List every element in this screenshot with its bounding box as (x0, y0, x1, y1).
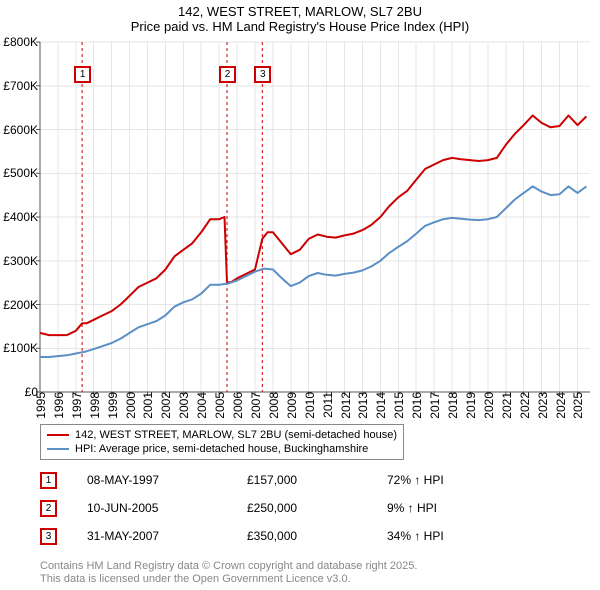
x-tick-label: 2021 (500, 392, 514, 419)
series-property (40, 116, 586, 336)
title-line-2: Price paid vs. HM Land Registry's House … (0, 19, 600, 34)
chart-title-block: 142, WEST STREET, MARLOW, SL7 2BU Price … (0, 4, 600, 34)
x-tick-label: 2010 (303, 392, 317, 419)
x-tick-label: 2017 (428, 392, 442, 419)
sales-row-date: 31-MAY-2007 (87, 529, 247, 543)
x-tick-label: 2009 (285, 392, 299, 419)
sale-marker-2: 2 (219, 66, 236, 83)
x-tick-label: 2004 (195, 392, 209, 419)
x-tick-label: 2014 (374, 392, 388, 419)
x-tick-label: 2018 (446, 392, 460, 419)
x-tick-label: 1999 (106, 392, 120, 419)
legend-swatch (47, 434, 69, 436)
sales-row-price: £250,000 (247, 501, 387, 515)
legend-label: 142, WEST STREET, MARLOW, SL7 2BU (semi-… (75, 428, 397, 442)
x-tick-label: 2012 (339, 392, 353, 419)
sale-marker-3: 3 (254, 66, 271, 83)
x-tick-label: 2025 (571, 392, 585, 419)
legend: 142, WEST STREET, MARLOW, SL7 2BU (semi-… (40, 424, 404, 460)
x-tick-label: 2015 (392, 392, 406, 419)
sales-row-date: 10-JUN-2005 (87, 501, 247, 515)
x-tick-label: 2022 (518, 392, 532, 419)
x-tick-label: 2000 (124, 392, 138, 419)
x-tick-label: 2024 (554, 392, 568, 419)
y-tick-label: £400K (3, 210, 40, 224)
y-tick-label: £200K (3, 298, 40, 312)
legend-row-1: HPI: Average price, semi-detached house,… (47, 442, 397, 456)
footer-attribution: Contains HM Land Registry data © Crown c… (40, 560, 417, 586)
footer-line-1: Contains HM Land Registry data © Crown c… (40, 560, 417, 573)
sales-row-pct: 9% ↑ HPI (387, 501, 507, 515)
x-tick-label: 2019 (464, 392, 478, 419)
sale-marker-1: 1 (74, 66, 91, 83)
x-tick-label: 1995 (34, 392, 48, 419)
legend-row-0: 142, WEST STREET, MARLOW, SL7 2BU (semi-… (47, 428, 397, 442)
x-tick-label: 2013 (356, 392, 370, 419)
sales-row-date: 08-MAY-1997 (87, 473, 247, 487)
title-line-1: 142, WEST STREET, MARLOW, SL7 2BU (0, 4, 600, 19)
legend-label: HPI: Average price, semi-detached house,… (75, 442, 368, 456)
sales-row-marker: 3 (40, 528, 57, 545)
x-tick-label: 2002 (159, 392, 173, 419)
x-tick-label: 2006 (231, 392, 245, 419)
x-tick-label: 2003 (177, 392, 191, 419)
x-tick-label: 1998 (88, 392, 102, 419)
x-tick-label: 2007 (249, 392, 263, 419)
x-tick-label: 2016 (410, 392, 424, 419)
x-tick-label: 1997 (70, 392, 84, 419)
y-tick-label: £300K (3, 254, 40, 268)
series-hpi (40, 186, 586, 357)
sales-row-pct: 34% ↑ HPI (387, 529, 507, 543)
y-tick-label: £100K (3, 341, 40, 355)
y-tick-label: £800K (3, 35, 40, 49)
y-tick-label: £500K (3, 166, 40, 180)
y-tick-label: £700K (3, 79, 40, 93)
chart-container: { "title": { "line1": "142, WEST STREET,… (0, 0, 600, 590)
sales-table: 1 08-MAY-1997£157,00072% ↑ HPI 2 10-JUN-200… (40, 466, 560, 550)
chart-plot-area: £0£100K£200K£300K£400K£500K£600K£700K£80… (40, 42, 590, 392)
x-tick-label: 1996 (52, 392, 66, 419)
x-tick-label: 2020 (482, 392, 496, 419)
x-tick-label: 2001 (141, 392, 155, 419)
x-tick-label: 2011 (321, 392, 335, 418)
footer-line-2: This data is licensed under the Open Gov… (40, 573, 417, 586)
y-tick-label: £600K (3, 123, 40, 137)
sales-row-marker: 1 (40, 472, 57, 489)
chart-svg (40, 42, 590, 392)
sales-row-pct: 72% ↑ HPI (387, 473, 507, 487)
sales-row-3: 3 31-MAY-2007£350,00034% ↑ HPI (40, 522, 560, 550)
sales-row-1: 1 08-MAY-1997£157,00072% ↑ HPI (40, 466, 560, 494)
x-tick-label: 2005 (213, 392, 227, 419)
sales-row-price: £157,000 (247, 473, 387, 487)
sales-row-price: £350,000 (247, 529, 387, 543)
x-tick-label: 2023 (536, 392, 550, 419)
x-tick-label: 2008 (267, 392, 281, 419)
sales-row-2: 2 10-JUN-2005£250,0009% ↑ HPI (40, 494, 560, 522)
legend-swatch (47, 448, 69, 450)
sales-row-marker: 2 (40, 500, 57, 517)
